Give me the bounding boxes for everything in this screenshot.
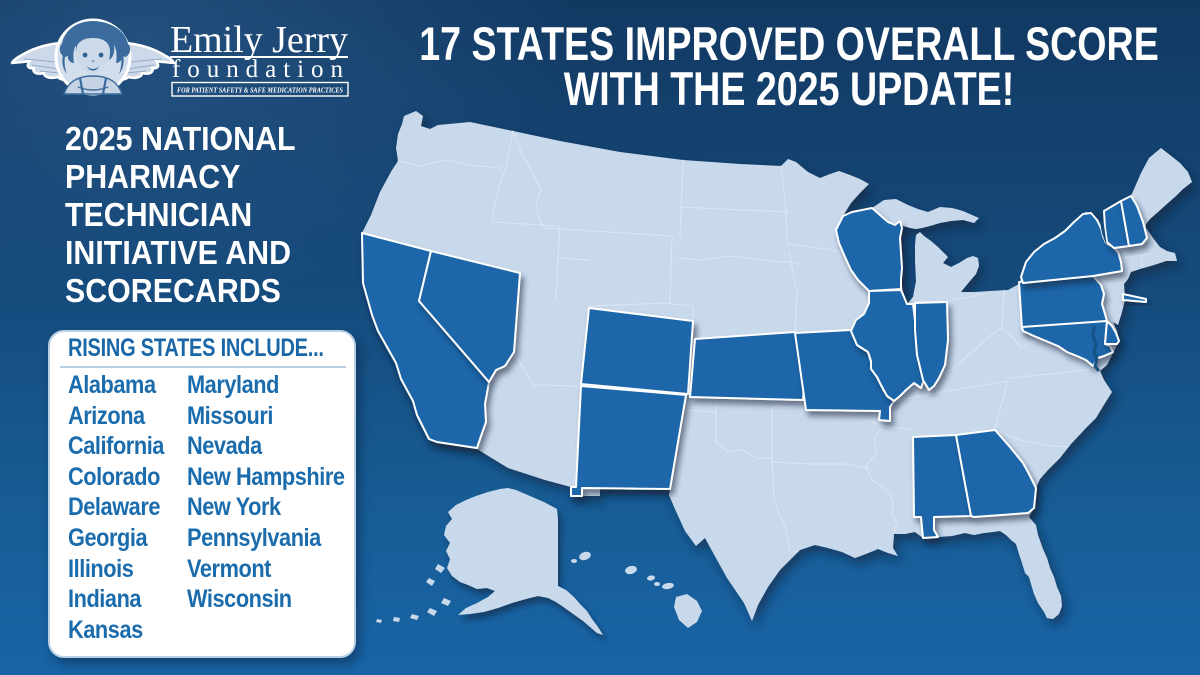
- svg-text:foundation: foundation: [172, 56, 344, 83]
- svg-text:Emily Jerry: Emily Jerry: [170, 19, 348, 61]
- svg-text:FOR PATIENT SAFETY & SAFE MEDI: FOR PATIENT SAFETY & SAFE MEDICATION PRA…: [177, 87, 343, 95]
